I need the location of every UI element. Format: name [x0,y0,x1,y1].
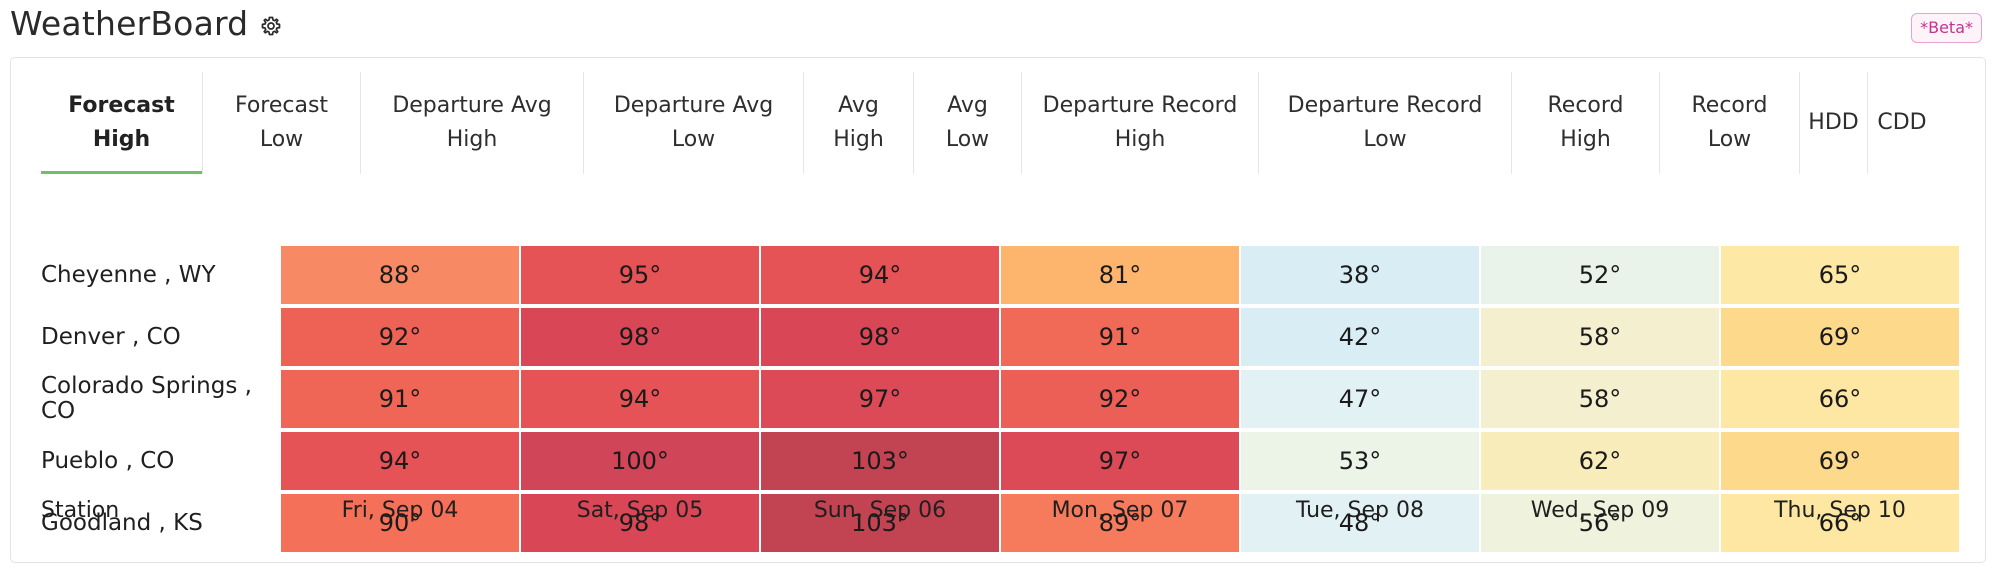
metric-tabs: Forecast High Forecast Low Departure Avg… [41,72,1936,174]
tab-forecast-low[interactable]: Forecast Low [203,72,361,174]
temp-cell[interactable]: 66° [1721,370,1959,428]
tab-departure-record-low[interactable]: Departure Record Low [1259,72,1512,174]
app-title: WeatherBoard [10,4,249,43]
table-row: Denver , CO 92° 98° 98° 91° 42° 58° 69° [11,308,1987,366]
temp-cell[interactable]: 38° [1241,246,1479,304]
temp-cell[interactable]: 92° [1001,370,1239,428]
date-header-row: Station Fri, Sep 04 Sat, Sep 05 Sun, Sep… [11,490,1987,530]
tab-cdd[interactable]: CDD [1877,110,1927,135]
temp-cell[interactable]: 52° [1481,246,1719,304]
temp-cell[interactable]: 58° [1481,370,1719,428]
temp-cell[interactable]: 89° [1001,494,1239,552]
date-label: Thu, Sep 10 [1774,497,1906,523]
temp-cell[interactable]: 94° [281,432,519,490]
table-row: Cheyenne , WY 88° 95° 94° 81° 38° 52° 65… [11,246,1987,304]
temp-cell[interactable]: 81° [1001,246,1239,304]
tab-avg-low[interactable]: Avg Low [914,72,1022,174]
tab-forecast-high[interactable]: Forecast High [41,72,203,174]
temp-cell[interactable]: 94° [761,246,999,304]
temp-cell[interactable]: 100° [521,432,759,490]
tab-record-low[interactable]: Record Low [1660,72,1800,174]
weather-card: Forecast High Forecast Low Departure Avg… [10,57,1986,563]
table-row: Goodland , KS 90° 98° 103° 89° 48° 56° 6… [11,494,1987,552]
temp-cell[interactable]: 103° [761,432,999,490]
temp-cell[interactable]: 42° [1241,308,1479,366]
temp-cell[interactable]: 91° [281,370,519,428]
temp-cell[interactable]: 47° [1241,370,1479,428]
date-label: Mon, Sep 07 [1051,497,1189,523]
temp-cell[interactable]: 88° [281,246,519,304]
temp-cell[interactable]: 69° [1721,432,1959,490]
date-label: Wed, Sep 09 [1530,497,1670,523]
tab-departure-record-high[interactable]: Departure Record High [1022,72,1259,174]
temp-cell[interactable]: 90° [281,494,519,552]
tab-departure-avg-low[interactable]: Departure Avg Low [584,72,804,174]
beta-badge: *Beta* [1911,13,1982,43]
date-label: Tue, Sep 08 [1295,497,1424,523]
tab-record-high[interactable]: Record High [1512,72,1660,174]
date-label: Fri, Sep 04 [341,497,459,523]
app-header: WeatherBoard *Beta* [10,0,1990,52]
tab-hdd[interactable]: HDD [1800,72,1868,174]
temp-cell[interactable]: 97° [761,370,999,428]
station-name: Denver , CO [41,323,181,350]
date-label: Sun, Sep 06 [813,497,947,523]
temp-cell[interactable]: 103° [761,494,999,552]
temp-cell[interactable]: 62° [1481,432,1719,490]
gear-icon[interactable] [259,14,283,38]
temp-cell[interactable]: 97° [1001,432,1239,490]
temp-cell[interactable]: 92° [281,308,519,366]
temp-cell[interactable]: 65° [1721,246,1959,304]
temp-cell[interactable]: 98° [521,308,759,366]
station-column-header: Station [41,497,120,523]
temp-cell[interactable]: 66° [1721,494,1959,552]
temp-cell[interactable]: 98° [761,308,999,366]
temp-cell[interactable]: 94° [521,370,759,428]
temp-cell[interactable]: 91° [1001,308,1239,366]
temp-cell[interactable]: 48° [1241,494,1479,552]
temp-cell[interactable]: 58° [1481,308,1719,366]
temp-cell[interactable]: 95° [521,246,759,304]
tab-departure-avg-high[interactable]: Departure Avg High [361,72,584,174]
station-name: Goodland , KS [41,509,203,536]
station-name: Colorado Springs , CO [41,373,252,424]
date-label: Sat, Sep 05 [576,497,704,523]
table-row: Pueblo , CO 94° 100° 103° 97° 53° 62° 69… [11,432,1987,490]
temp-cell[interactable]: 98° [521,494,759,552]
station-name: Pueblo , CO [41,447,175,474]
station-name: Cheyenne , WY [41,261,216,288]
temp-cell[interactable]: 69° [1721,308,1959,366]
temp-cell[interactable]: 53° [1241,432,1479,490]
tab-avg-high[interactable]: Avg High [804,72,914,174]
table-row: Colorado Springs , CO 91° 94° 97° 92° 47… [11,370,1987,428]
temp-cell[interactable]: 56° [1481,494,1719,552]
